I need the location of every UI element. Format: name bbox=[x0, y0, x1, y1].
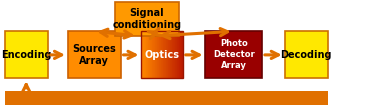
Bar bbox=[150, 31, 151, 78]
Bar bbox=[161, 31, 162, 78]
Bar bbox=[172, 31, 173, 78]
Bar bbox=[175, 31, 176, 78]
Bar bbox=[146, 31, 147, 78]
Bar bbox=[5, 31, 48, 78]
Bar bbox=[164, 31, 165, 78]
Bar bbox=[156, 31, 158, 78]
Bar bbox=[169, 31, 170, 78]
Bar bbox=[176, 31, 177, 78]
Bar bbox=[147, 31, 148, 78]
Bar bbox=[177, 31, 178, 78]
Bar bbox=[176, 31, 178, 78]
Bar bbox=[174, 31, 175, 78]
Bar bbox=[153, 31, 154, 78]
Bar bbox=[164, 31, 165, 78]
Bar bbox=[150, 31, 152, 78]
Text: Decoding: Decoding bbox=[280, 50, 332, 60]
Bar bbox=[157, 31, 158, 78]
Bar bbox=[163, 31, 164, 78]
Bar bbox=[170, 31, 171, 78]
Bar bbox=[167, 31, 168, 78]
Bar bbox=[151, 31, 152, 78]
Text: Encoding: Encoding bbox=[1, 50, 51, 60]
Text: Optics: Optics bbox=[145, 50, 179, 60]
Bar bbox=[145, 31, 146, 78]
Bar bbox=[168, 31, 169, 78]
Text: Signal
conditioning: Signal conditioning bbox=[112, 8, 182, 30]
Bar bbox=[180, 31, 181, 78]
Bar bbox=[152, 31, 153, 78]
Bar bbox=[155, 31, 156, 78]
Bar bbox=[154, 31, 155, 78]
Bar bbox=[165, 31, 166, 78]
Bar bbox=[179, 31, 181, 78]
Bar bbox=[144, 31, 145, 78]
Bar bbox=[152, 31, 153, 78]
Bar bbox=[168, 31, 169, 78]
Bar bbox=[156, 31, 157, 78]
Bar bbox=[205, 31, 262, 78]
Bar bbox=[170, 31, 172, 78]
Bar bbox=[181, 31, 182, 78]
Bar bbox=[182, 31, 183, 78]
Bar bbox=[142, 31, 143, 78]
Bar bbox=[68, 31, 121, 78]
Bar bbox=[141, 31, 183, 78]
Bar bbox=[115, 2, 179, 36]
Bar bbox=[143, 31, 144, 78]
Bar bbox=[146, 31, 147, 78]
Bar bbox=[148, 31, 149, 78]
Bar bbox=[160, 31, 161, 78]
Bar bbox=[285, 31, 328, 78]
Bar bbox=[143, 31, 144, 78]
Bar bbox=[161, 31, 162, 78]
Bar bbox=[166, 31, 167, 78]
Bar bbox=[149, 31, 150, 78]
Bar bbox=[158, 31, 159, 78]
Bar bbox=[5, 91, 328, 105]
Bar bbox=[181, 31, 182, 78]
Bar bbox=[159, 31, 161, 78]
Bar bbox=[148, 31, 149, 78]
Bar bbox=[173, 31, 174, 78]
Bar bbox=[179, 31, 180, 78]
Bar bbox=[155, 31, 156, 78]
Bar bbox=[166, 31, 167, 78]
Text: Photo
Detector
Array: Photo Detector Array bbox=[213, 39, 254, 70]
Bar bbox=[171, 31, 172, 78]
Bar bbox=[175, 31, 176, 78]
Bar bbox=[141, 31, 143, 78]
Text: Sources
Array: Sources Array bbox=[72, 44, 116, 66]
Bar bbox=[162, 31, 163, 78]
Bar bbox=[178, 31, 179, 78]
Bar bbox=[159, 31, 160, 78]
